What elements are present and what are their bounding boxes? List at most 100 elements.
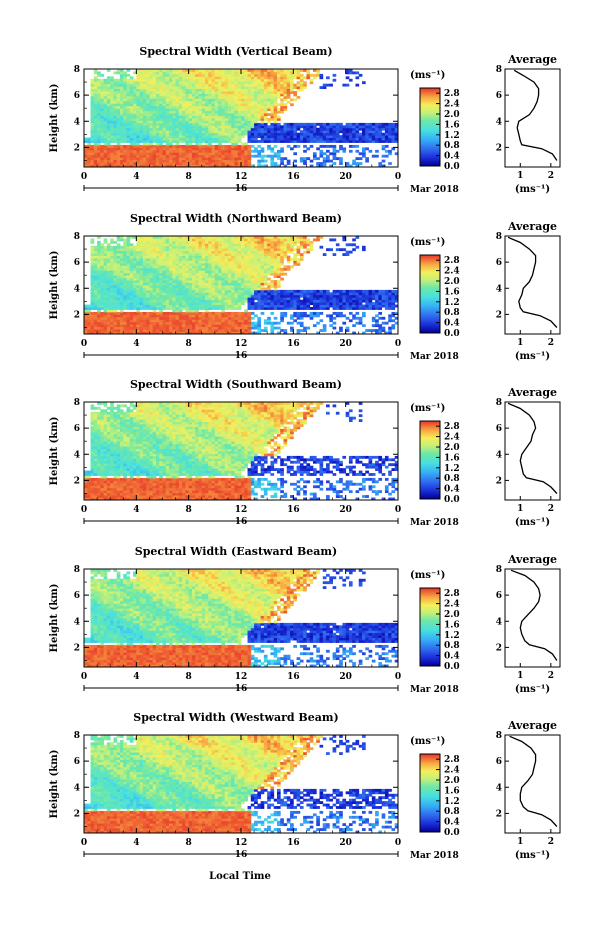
heatmap-cell (227, 152, 232, 156)
heatmap-cell (185, 162, 190, 165)
heatmap-cell (270, 95, 275, 99)
heatmap-cell (113, 275, 118, 279)
heatmap-cell (146, 132, 150, 136)
heatmap-cell (231, 135, 235, 138)
heatmap-cell (93, 299, 98, 303)
heatmap-cell (93, 147, 98, 151)
heatmap-cell (185, 272, 190, 276)
heatmap-cell (182, 91, 186, 94)
heatmap-cell (241, 164, 245, 168)
heatmap-cell (332, 152, 337, 156)
heatmap-cell (296, 81, 301, 85)
heatmap-cell (185, 88, 190, 92)
heatmap-cell (224, 88, 229, 92)
x-tick-label: 16 (287, 172, 300, 182)
heatmap-cell (100, 81, 105, 85)
heatmap-cell (254, 95, 258, 99)
heatmap-cell (191, 73, 196, 77)
heatmap-cell (133, 275, 137, 279)
heatmap-cell (221, 110, 226, 114)
heatmap-cell (270, 71, 275, 75)
heatmap-cell (263, 255, 268, 259)
heatmap-cell (283, 95, 288, 99)
heatmap-cell (221, 100, 226, 104)
heatmap-cell (231, 255, 235, 259)
heatmap-cell (129, 98, 134, 102)
heatmap-cell (106, 147, 111, 151)
heatmap-cell (103, 331, 108, 335)
heatmap-cell (119, 304, 124, 308)
heatmap-cell (362, 127, 366, 131)
heatmap-cell (218, 331, 222, 335)
heatmap-cell (244, 105, 248, 109)
heatmap-cell (211, 287, 216, 291)
heatmap-cell (159, 113, 163, 116)
heatmap-cell (218, 95, 222, 99)
heatmap-cell (205, 331, 209, 335)
heatmap-cell (358, 127, 363, 131)
heatmap-cell (162, 147, 167, 151)
heatmap-cell (195, 253, 199, 256)
heatmap-cell (260, 258, 265, 261)
heatmap-cell (149, 86, 154, 89)
heatmap-cell (224, 299, 229, 303)
heatmap-cell (224, 115, 229, 119)
heatmap-cell (263, 118, 268, 121)
heatmap-cell (211, 253, 216, 256)
heatmap-cell (208, 321, 212, 325)
heatmap-cell (205, 289, 209, 293)
heatmap-cell (247, 324, 252, 328)
heatmap-cell (93, 314, 98, 318)
heatmap-cell (371, 137, 376, 141)
heatmap-cell (136, 275, 140, 279)
heatmap-cell (106, 304, 111, 308)
heatmap-cell (152, 316, 157, 320)
heatmap-cell (146, 144, 150, 148)
heatmap-cell (93, 108, 98, 112)
heatmap-cell (149, 132, 154, 136)
heatmap-cell (306, 122, 311, 126)
heatmap-cell (214, 277, 219, 281)
heatmap-cell (227, 294, 232, 298)
heatmap-cell (388, 130, 392, 134)
heatmap-cell (250, 125, 255, 129)
heatmap-cell (126, 164, 131, 168)
heatmap-cell (218, 86, 222, 89)
heatmap-cell (93, 95, 98, 99)
heatmap-cell (188, 250, 193, 254)
heatmap-cell (106, 314, 111, 318)
heatmap-cell (267, 260, 271, 264)
heatmap-cell (342, 130, 347, 134)
heatmap-cell (247, 265, 252, 269)
heatmap-cell (290, 125, 294, 129)
heatmap-cell (198, 69, 203, 72)
heatmap-cell (182, 113, 186, 116)
heatmap-cell (106, 250, 111, 254)
heatmap-cell (133, 329, 137, 332)
heatmap-cell (218, 248, 222, 252)
heatmap-cell (126, 88, 131, 92)
heatmap-cell (103, 253, 108, 256)
heatmap-cell (224, 321, 229, 325)
heatmap-cell (237, 236, 242, 239)
heatmap-cell (178, 122, 183, 126)
heatmap-cell (169, 236, 173, 239)
heatmap-cell (182, 253, 186, 256)
heatmap-cell (299, 157, 304, 161)
heatmap-cell (208, 297, 212, 301)
heatmap-cell (286, 73, 291, 77)
heatmap-cell (201, 149, 206, 153)
heatmap-cell (208, 250, 212, 254)
heatmap-cell (110, 289, 114, 293)
heatmap-cell (97, 78, 101, 82)
heatmap-cell (119, 267, 124, 271)
heatmap-cell (227, 243, 232, 247)
heatmap-cell (188, 142, 193, 146)
heatmap-cell (388, 125, 392, 129)
heatmap-cell (260, 78, 265, 82)
heatmap-cell (116, 238, 121, 242)
heatmap-cell (208, 108, 212, 112)
heatmap-cell (342, 83, 347, 87)
heatmap-cell (201, 287, 206, 291)
heatmap-cell (136, 262, 140, 266)
